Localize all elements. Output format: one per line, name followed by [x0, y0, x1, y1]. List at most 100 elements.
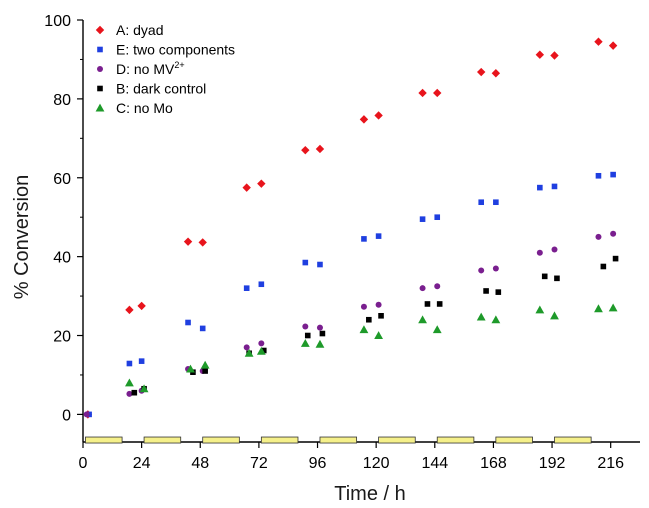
data-point	[612, 255, 619, 262]
data-point	[257, 179, 266, 188]
x-tick-label: 192	[539, 455, 566, 472]
x-tick-label: 24	[133, 455, 151, 472]
legend-marker	[97, 46, 103, 53]
x-axis-title: Time / h	[334, 483, 406, 505]
legend-label: A: dyad	[116, 22, 163, 38]
data-point	[199, 325, 206, 332]
data-point	[138, 358, 145, 364]
data-point	[476, 312, 486, 321]
x-tick-label: 72	[250, 455, 268, 472]
data-point	[478, 199, 485, 206]
data-point	[378, 312, 384, 319]
data-point	[242, 183, 251, 192]
data-point	[436, 301, 443, 307]
light-period-bar	[554, 436, 592, 444]
x-tick-label: 216	[597, 455, 624, 472]
data-point	[374, 111, 383, 120]
legend-marker	[97, 85, 103, 92]
light-period-bar	[143, 436, 182, 444]
y-tick-label: 0	[62, 407, 71, 424]
data-point	[535, 50, 545, 59]
data-point	[550, 51, 559, 60]
data-point	[478, 267, 485, 274]
data-point	[418, 315, 427, 324]
x-tick-label: 144	[421, 455, 448, 472]
data-point	[137, 301, 146, 311]
data-point	[258, 281, 265, 288]
data-point	[433, 88, 442, 98]
data-point	[493, 199, 499, 206]
data-point	[304, 332, 311, 339]
data-point	[594, 304, 603, 313]
data-point	[202, 368, 208, 374]
x-axis-ticks: 0 24 48 72 96 120 144 168 192 216	[79, 442, 624, 472]
data-point	[418, 88, 427, 98]
data-point	[600, 263, 607, 270]
data-point	[316, 324, 323, 331]
data-point	[419, 216, 426, 222]
y-tick-label: 40	[53, 250, 71, 267]
data-point	[186, 364, 195, 373]
data-point	[359, 115, 369, 124]
data-point	[594, 37, 603, 46]
data-point	[375, 301, 382, 308]
data-point	[125, 305, 134, 315]
data-point	[492, 265, 499, 272]
data-point	[319, 330, 326, 337]
series-0	[83, 37, 618, 419]
data-point	[83, 411, 90, 418]
light-period-bar	[495, 436, 533, 444]
light-period-bar	[378, 436, 416, 444]
data-point	[125, 378, 134, 387]
data-point	[260, 347, 267, 354]
x-tick-label: 0	[79, 455, 88, 472]
data-point	[126, 360, 133, 367]
data-point	[139, 384, 149, 393]
data-point	[366, 316, 372, 323]
data-point	[537, 184, 543, 191]
x-tick-label: 96	[309, 455, 327, 472]
legend: A: dyad E: two components D: no MV2+ B: dar…	[95, 22, 235, 116]
light-period-bar	[202, 436, 240, 444]
series-4	[125, 303, 618, 393]
data-marks	[83, 37, 619, 419]
data-point	[315, 339, 325, 348]
data-point	[434, 214, 441, 220]
light-period-bar	[85, 436, 123, 444]
data-point	[495, 289, 502, 295]
data-point	[434, 283, 441, 290]
data-point	[200, 360, 210, 369]
y-axis-ticks: 0 20 40 60 80 100	[44, 13, 83, 424]
data-point	[258, 340, 265, 347]
legend-marker	[95, 103, 105, 112]
y-tick-label: 60	[53, 171, 71, 188]
data-point	[535, 305, 545, 314]
data-point	[302, 259, 309, 266]
x-tick-label: 48	[191, 455, 209, 472]
data-point	[554, 275, 560, 282]
data-point	[483, 288, 489, 294]
data-point	[424, 301, 431, 307]
data-point	[244, 348, 254, 357]
legend-marker	[95, 25, 105, 35]
legend-label: D: no MV2+	[116, 60, 185, 77]
data-point	[315, 144, 325, 154]
light-period-bar	[436, 436, 475, 444]
data-point	[551, 246, 558, 253]
legend-marker	[97, 66, 103, 72]
data-point	[361, 236, 367, 242]
data-point	[256, 346, 266, 355]
data-point	[536, 249, 543, 256]
data-point	[610, 230, 617, 237]
legend-label: E: two components	[116, 42, 235, 58]
data-point	[183, 237, 193, 246]
data-point	[432, 325, 442, 334]
data-point	[491, 69, 501, 78]
x-tick-label: 120	[363, 455, 390, 472]
y-tick-label: 80	[53, 92, 71, 109]
light-period-bar	[319, 436, 358, 444]
data-point	[317, 261, 323, 268]
data-point	[491, 315, 501, 324]
series-1	[126, 171, 616, 367]
